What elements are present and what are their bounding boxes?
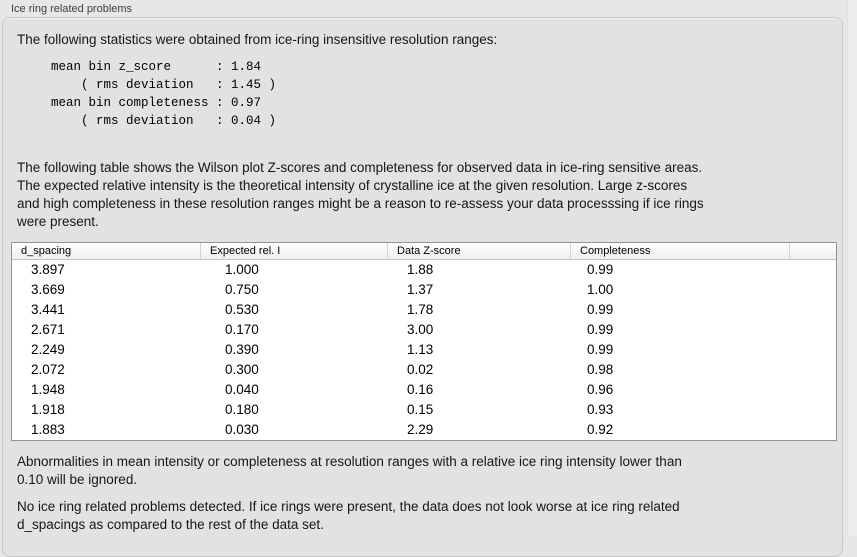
cell-completeness: 0.99	[587, 322, 614, 337]
column-header-expected-rel-i[interactable]: Expected rel. I	[200, 243, 387, 259]
cell-expected-rel-i: 0.180	[225, 402, 259, 417]
table-row[interactable]: 2.671 0.170 3.00 0.99	[12, 320, 836, 340]
cell-empty	[789, 280, 836, 300]
cell-expected-rel-i: 1.000	[225, 262, 259, 277]
stats-summary: mean bin z_score : 1.84 ( rms deviation …	[51, 60, 277, 128]
cell-expected-rel-i: 0.530	[225, 302, 259, 317]
cell-data-z-score: 1.88	[407, 262, 434, 277]
cell-expected-rel-i: 0.170	[225, 322, 259, 337]
cell-data-z-score: 3.00	[407, 322, 434, 337]
cell-empty	[789, 340, 836, 360]
column-header-completeness[interactable]: Completeness	[570, 243, 789, 259]
cell-d-spacing: 2.671	[31, 322, 65, 337]
cell-d-spacing: 2.249	[31, 342, 65, 357]
cell-completeness: 0.92	[587, 422, 614, 437]
cell-completeness: 0.99	[587, 262, 614, 277]
cell-completeness: 0.99	[587, 302, 614, 317]
cell-d-spacing: 3.669	[31, 282, 65, 297]
cell-d-spacing: 1.918	[31, 402, 65, 417]
table-header-row: d_spacing Expected rel. I Data Z-score C…	[12, 243, 836, 260]
cell-d-spacing: 1.948	[31, 382, 65, 397]
table-row[interactable]: 2.249 0.390 1.13 0.99	[12, 340, 836, 360]
cell-data-z-score: 0.15	[407, 402, 434, 417]
cell-empty	[789, 300, 836, 320]
table-row[interactable]: 1.883 0.030 2.29 0.92	[12, 420, 836, 440]
table-row[interactable]: 3.441 0.530 1.78 0.99	[12, 300, 836, 320]
ice-ring-table: d_spacing Expected rel. I Data Z-score C…	[11, 242, 837, 441]
cell-expected-rel-i: 0.750	[225, 282, 259, 297]
cell-data-z-score: 0.16	[407, 382, 434, 397]
table-row[interactable]: 2.072 0.300 0.02 0.98	[12, 360, 836, 380]
ice-ring-panel: The following statistics were obtained f…	[2, 17, 843, 557]
scrollbar-track[interactable]	[847, 0, 857, 536]
table-row[interactable]: 1.918 0.180 0.15 0.93	[12, 400, 836, 420]
column-header-data-z-score[interactable]: Data Z-score	[387, 243, 570, 259]
cell-completeness: 1.00	[587, 282, 614, 297]
cell-completeness: 0.96	[587, 382, 614, 397]
table-row[interactable]: 3.669 0.750 1.37 1.00	[12, 280, 836, 300]
intro-text: The following statistics were obtained f…	[17, 32, 498, 47]
cell-empty	[789, 260, 836, 280]
table-description: The following table shows the Wilson plo…	[17, 160, 704, 229]
cell-empty	[789, 360, 836, 380]
conclusion-text: No ice ring related problems detected. I…	[17, 499, 680, 532]
cell-empty	[789, 400, 836, 420]
cell-data-z-score: 1.13	[407, 342, 434, 357]
cell-data-z-score: 2.29	[407, 422, 434, 437]
cell-empty	[789, 380, 836, 400]
ignore-note: Abnormalities in mean intensity or compl…	[17, 454, 682, 487]
table-row[interactable]: 1.948 0.040 0.16 0.96	[12, 380, 836, 400]
cell-expected-rel-i: 0.390	[225, 342, 259, 357]
section-title: Ice ring related problems	[11, 3, 133, 15]
cell-completeness: 0.98	[587, 362, 614, 377]
cell-data-z-score: 1.78	[407, 302, 434, 317]
cell-d-spacing: 1.883	[31, 422, 65, 437]
cell-d-spacing: 3.897	[31, 262, 65, 277]
cell-empty	[789, 420, 836, 440]
cell-data-z-score: 0.02	[407, 362, 434, 377]
cell-expected-rel-i: 0.030	[225, 422, 259, 437]
cell-d-spacing: 3.441	[31, 302, 65, 317]
table-row[interactable]: 3.897 1.000 1.88 0.99	[12, 260, 836, 280]
cell-expected-rel-i: 0.040	[225, 382, 259, 397]
cell-completeness: 0.99	[587, 342, 614, 357]
cell-expected-rel-i: 0.300	[225, 362, 259, 377]
cell-data-z-score: 1.37	[407, 282, 434, 297]
cell-completeness: 0.93	[587, 402, 614, 417]
column-header-empty	[789, 243, 836, 259]
cell-d-spacing: 2.072	[31, 362, 65, 377]
cell-empty	[789, 320, 836, 340]
column-header-d-spacing[interactable]: d_spacing	[21, 245, 72, 257]
